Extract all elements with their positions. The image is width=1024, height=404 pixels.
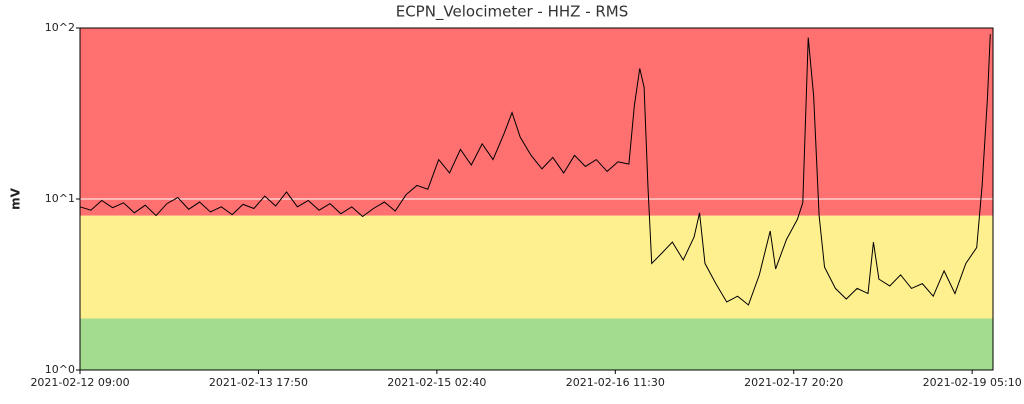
- x-tick-label: 2021-02-12 09:00: [30, 376, 129, 389]
- x-tick-label: 2021-02-13 17:50: [209, 376, 308, 389]
- x-tick-label: 2021-02-17 20:20: [744, 376, 843, 389]
- threshold-band: [80, 318, 993, 370]
- x-tick-label: 2021-02-16 11:30: [566, 376, 665, 389]
- data-line: [79, 34, 991, 306]
- y-tick-label: 10^0: [45, 363, 75, 376]
- x-tick-label: 2021-02-19 05:10: [923, 376, 1022, 389]
- plot-frame: [79, 27, 994, 371]
- y-tick-label: 10^2: [45, 21, 75, 34]
- y-axis-label: mV: [9, 187, 23, 210]
- x-tick-label: 2021-02-15 02:40: [387, 376, 486, 389]
- threshold-band: [80, 215, 993, 319]
- chart-title: ECPN_Velocimeter - HHZ - RMS: [396, 3, 629, 22]
- threshold-band: [80, 28, 993, 216]
- y-tick-label: 10^1: [45, 192, 75, 205]
